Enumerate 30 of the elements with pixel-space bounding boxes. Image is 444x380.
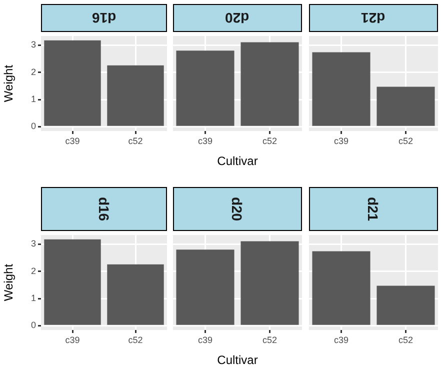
x-axis-title: Cultivar xyxy=(217,154,258,168)
x-tick-label: c52 xyxy=(398,136,414,146)
y-tick-label: 1 xyxy=(30,94,36,104)
x-tick-label: c39 xyxy=(65,334,80,345)
y-tick-label: 3 xyxy=(30,40,36,50)
x-tick-label: c52 xyxy=(398,334,414,345)
y-tick-label: 1 xyxy=(30,293,36,303)
x-tick-label: c52 xyxy=(262,334,278,345)
y-tick-label: 0 xyxy=(30,320,36,330)
x-tick-label: c39 xyxy=(198,136,213,146)
y-tick-label: 2 xyxy=(30,266,36,276)
y-tick-label: 3 xyxy=(30,238,36,249)
x-tick-label: c39 xyxy=(65,136,80,146)
chart-title: d16 xyxy=(92,10,116,26)
chart-title: d21 xyxy=(366,196,382,222)
y-tick-label: 2 xyxy=(30,66,36,77)
y-tick-label: 0 xyxy=(30,121,36,132)
x-tick-label: c52 xyxy=(128,334,143,345)
chart-title: d20 xyxy=(225,10,250,26)
x-tick-label: c39 xyxy=(334,136,349,146)
x-tick-label: c39 xyxy=(334,334,349,345)
chart-title: d20 xyxy=(230,196,246,222)
chart-title: d16 xyxy=(96,196,112,222)
x-tick-label: c52 xyxy=(262,136,278,146)
x-axis-title: Cultivar xyxy=(217,353,258,368)
y-axis-title: Weight xyxy=(2,64,16,102)
chart-title: d21 xyxy=(361,10,386,26)
y-axis-title: Weight xyxy=(2,263,16,302)
x-tick-label: c52 xyxy=(128,136,143,146)
x-tick-label: c39 xyxy=(198,334,213,345)
